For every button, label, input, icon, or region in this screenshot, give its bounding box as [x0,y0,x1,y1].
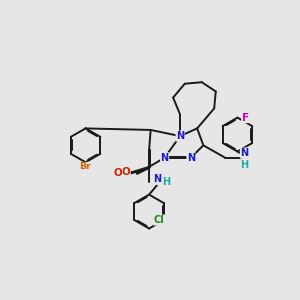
Text: Br: Br [80,162,92,171]
Text: F: F [242,112,249,123]
Text: N: N [187,153,195,163]
Text: O: O [122,167,130,176]
Text: N: N [176,131,184,141]
Text: N: N [153,174,161,184]
Text: Cl: Cl [154,215,165,225]
Text: H: H [162,177,170,187]
Text: N: N [240,148,248,158]
Text: H: H [240,160,248,170]
Text: O: O [114,168,122,178]
Text: N: N [160,153,169,163]
